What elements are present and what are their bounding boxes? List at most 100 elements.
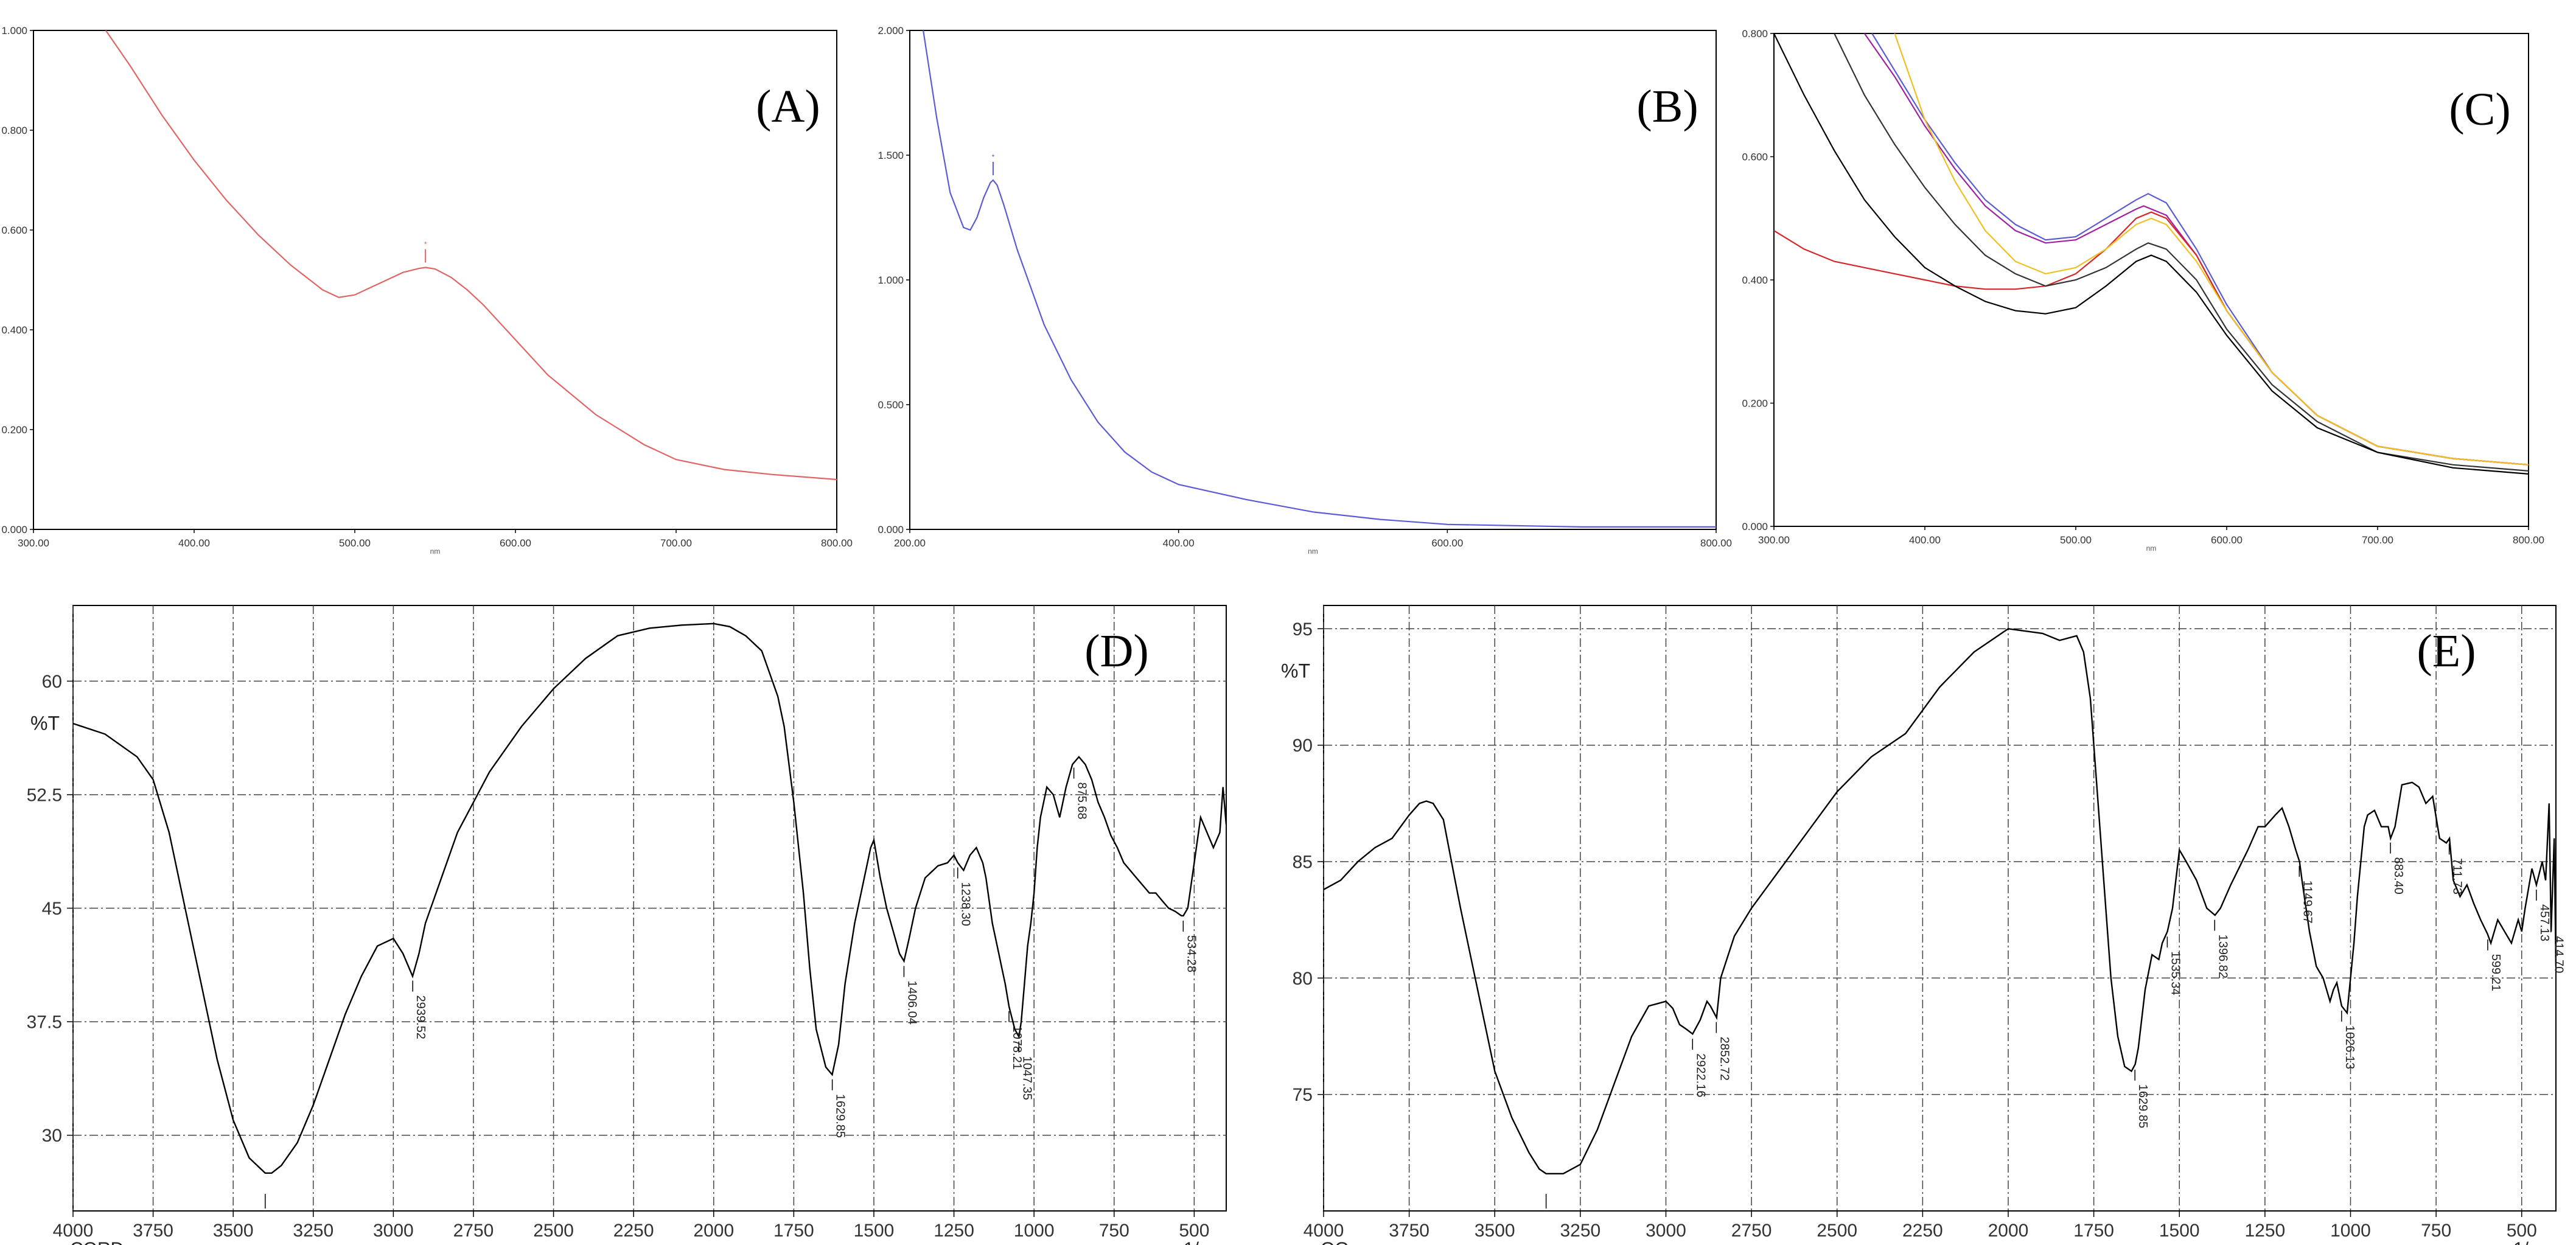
x-tick-label: 3500 bbox=[1475, 1221, 1515, 1241]
plot-frame bbox=[33, 30, 837, 530]
x-axis-label: nm bbox=[2146, 544, 2157, 553]
y-tick-label: 0.800 bbox=[1742, 28, 1768, 40]
y-tick-label: 80 bbox=[1293, 969, 1313, 989]
peak-label: 1238.30 bbox=[959, 882, 972, 926]
x-tick-label: 2750 bbox=[1731, 1221, 1772, 1241]
x-axis-label: 1/cm bbox=[2513, 1239, 2553, 1245]
peak-label: 1396.82 bbox=[2216, 935, 2229, 978]
y-tick-label: 60 bbox=[42, 672, 62, 692]
y-tick-label: 1.000 bbox=[1, 25, 27, 37]
x-tick-label: 750 bbox=[1099, 1221, 1129, 1241]
y-tick-label: 0.000 bbox=[1, 524, 27, 535]
y-tick-label: 1.000 bbox=[878, 274, 904, 286]
peak-label: 1078.21 bbox=[1010, 1026, 1024, 1070]
x-tick-label: 4000 bbox=[1304, 1221, 1344, 1241]
y-tick-label: 30 bbox=[42, 1126, 62, 1146]
x-tick-label: 200.00 bbox=[894, 537, 926, 549]
x-tick-label: 2000 bbox=[1988, 1221, 2029, 1241]
peak-label: 1629.85 bbox=[834, 1094, 847, 1138]
y-tick-label: 0.200 bbox=[1742, 397, 1768, 409]
x-tick-label: 800.00 bbox=[1700, 537, 1732, 549]
y-tick-label: 52.5 bbox=[27, 785, 62, 805]
peak-label: 1629.85 bbox=[2136, 1084, 2149, 1128]
x-tick-label: 1250 bbox=[2245, 1221, 2286, 1241]
x-tick-label: 1500 bbox=[854, 1221, 895, 1241]
panel-label: (C) bbox=[2449, 84, 2510, 135]
series-line-4 bbox=[1894, 33, 2529, 466]
peak-label: 457.13 bbox=[2538, 904, 2551, 941]
x-tick-label: 600.00 bbox=[1431, 537, 1463, 549]
series-line-5 bbox=[1834, 33, 2529, 472]
x-tick-label: 500.00 bbox=[2060, 534, 2092, 546]
x-tick-label: 400.00 bbox=[178, 537, 210, 549]
peak-label: 2939.52 bbox=[414, 996, 427, 1039]
x-tick-label: 2500 bbox=[1817, 1221, 1857, 1241]
y-tick-label: 95 bbox=[1293, 619, 1313, 640]
x-tick-label: 2250 bbox=[1902, 1221, 1943, 1241]
chart-panel-e: 4000 3750 3500 3250 3000 2750 2500 2250 2000 1750… bbox=[1281, 605, 2566, 1245]
peak-label: 1047.35 bbox=[1020, 1056, 1033, 1100]
x-tick-label: 3250 bbox=[1560, 1221, 1601, 1241]
y-tick-label: 0.200 bbox=[1, 424, 27, 436]
x-tick-label: 1500 bbox=[2159, 1221, 2200, 1241]
series-line-1 bbox=[923, 30, 1716, 528]
x-tick-label: 3750 bbox=[1389, 1221, 1429, 1241]
peak-marker-star: * bbox=[992, 153, 995, 161]
y-axis-label: %T bbox=[30, 712, 60, 734]
x-axis-label: nm bbox=[1308, 547, 1318, 556]
x-tick-label: 700.00 bbox=[660, 537, 692, 549]
peak-label: 1149.67 bbox=[2300, 881, 2314, 924]
y-tick-label: 0.600 bbox=[1742, 151, 1768, 162]
peak-label: 2852.72 bbox=[1717, 1037, 1731, 1081]
peak-label: 711.73 bbox=[2451, 858, 2464, 895]
peak-label: 875.68 bbox=[1075, 783, 1089, 820]
series-line-6 bbox=[1774, 33, 2529, 475]
panel-label: (B) bbox=[1636, 81, 1698, 132]
peak-label: 883.40 bbox=[2392, 857, 2405, 895]
peak-label: 534.28 bbox=[1184, 935, 1198, 972]
series-line-1 bbox=[105, 30, 837, 481]
x-tick-label: 700.00 bbox=[2362, 534, 2393, 546]
y-tick-label: 0.600 bbox=[1, 225, 27, 236]
peak-label: 2922.16 bbox=[1694, 1053, 1707, 1097]
peak-label: 414.70 bbox=[2552, 936, 2566, 973]
y-tick-label: 45 bbox=[42, 899, 62, 919]
x-tick-label: 2250 bbox=[613, 1221, 654, 1241]
sample-label: GG bbox=[1321, 1239, 1349, 1245]
series-line-1 bbox=[1324, 628, 2556, 1174]
x-axis-label: 1/cm bbox=[1184, 1239, 1223, 1245]
x-tick-label: 3250 bbox=[293, 1221, 333, 1241]
x-tick-label: 600.00 bbox=[2211, 534, 2243, 546]
peak-label: 1535.34 bbox=[2168, 951, 2182, 995]
panel-label: (D) bbox=[1084, 626, 1149, 677]
x-tick-label: 500 bbox=[2507, 1221, 2537, 1241]
plot-frame bbox=[1323, 605, 2557, 1212]
peak-label: 1406.04 bbox=[905, 981, 918, 1025]
peak-marker-star: * bbox=[424, 240, 427, 249]
series-line-1 bbox=[1871, 33, 2529, 466]
x-tick-label: 1250 bbox=[934, 1221, 974, 1241]
x-tick-label: 500.00 bbox=[339, 537, 371, 549]
x-tick-label: 600.00 bbox=[500, 537, 531, 549]
x-tick-label: 2500 bbox=[533, 1221, 574, 1241]
x-tick-label: 1750 bbox=[2073, 1221, 2114, 1241]
x-tick-label: 750 bbox=[2421, 1221, 2451, 1241]
y-tick-label: 0.800 bbox=[1, 125, 27, 136]
x-tick-label: 3000 bbox=[1646, 1221, 1686, 1241]
y-tick-label: 85 bbox=[1293, 852, 1313, 872]
x-tick-label: 2000 bbox=[693, 1221, 734, 1241]
chart-panel-c: 300.00 400.00 500.00 600.00 700.00 800.00 0.00… bbox=[1742, 28, 2544, 553]
y-axis-label: %T bbox=[1281, 660, 1310, 682]
x-tick-label: 1000 bbox=[2330, 1221, 2371, 1241]
x-tick-label: 300.00 bbox=[1758, 534, 1790, 546]
x-tick-label: 400.00 bbox=[1909, 534, 1941, 546]
y-tick-label: 1.500 bbox=[878, 150, 904, 161]
panel-label: (E) bbox=[2417, 626, 2476, 677]
y-tick-label: 0.400 bbox=[1, 324, 27, 336]
sample-label: CORD bbox=[70, 1239, 124, 1245]
x-axis-label: nm bbox=[430, 547, 441, 556]
y-tick-label: 0.400 bbox=[1742, 274, 1768, 286]
y-tick-label: 37.5 bbox=[27, 1013, 62, 1033]
x-tick-label: 500 bbox=[1179, 1221, 1209, 1241]
